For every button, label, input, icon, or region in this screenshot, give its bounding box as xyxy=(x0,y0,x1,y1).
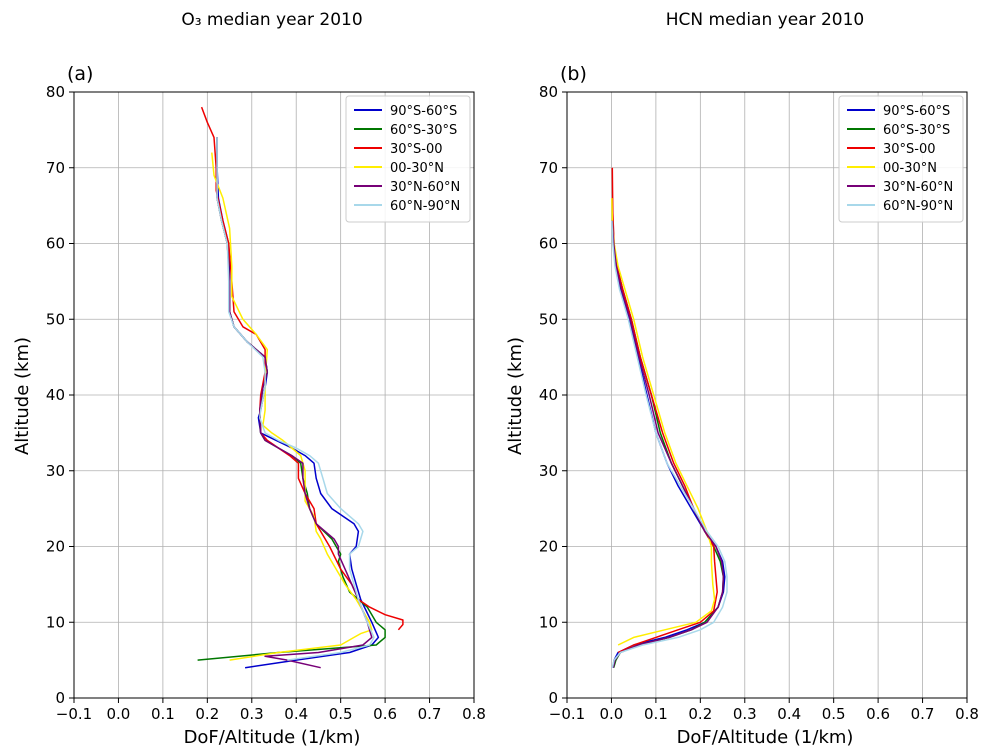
series-line-4 xyxy=(611,198,716,646)
series-line-6 xyxy=(216,137,375,661)
series-lines xyxy=(197,106,404,669)
panel-title: HCN median year 2010 xyxy=(666,10,865,30)
x-tick-label: 0.0 xyxy=(107,705,131,723)
series-line-4 xyxy=(211,152,373,661)
y-axis-label: Altitude (km) xyxy=(505,337,526,455)
x-tick-label: 0.3 xyxy=(240,705,264,723)
y-tick-label: 80 xyxy=(539,83,558,101)
x-tick-label: 0.4 xyxy=(284,705,308,723)
y-tick-label: 0 xyxy=(548,689,558,707)
x-ticks: −0.1 0.0 0.1 0.2 0.3 0.4 0.5 0.6 0.7 0.8 xyxy=(549,698,979,723)
x-tick-label: −0.1 xyxy=(549,705,585,723)
x-tick-label: 0.2 xyxy=(688,705,712,723)
x-tick-label: 0.6 xyxy=(866,705,890,723)
legend-label: 60°S-30°S xyxy=(390,123,457,138)
panel-a-o3-dof: O₃ median year 2010 (a) DoF/Altitude (1/… xyxy=(12,10,486,746)
x-ticks: −0.1 0.0 0.1 0.2 0.3 0.4 0.5 0.6 0.7 0.8 xyxy=(56,698,486,723)
x-axis-label: DoF/Altitude (1/km) xyxy=(677,727,854,746)
y-tick-label: 60 xyxy=(46,235,65,253)
legend-label: 30°N-60°N xyxy=(390,180,460,195)
x-tick-label: 0.8 xyxy=(955,705,979,723)
panel-label: (a) xyxy=(67,63,93,85)
series-line-5 xyxy=(611,220,725,668)
legend-label: 00-30°N xyxy=(390,161,444,176)
x-tick-label: 0.4 xyxy=(777,705,801,723)
x-tick-label: 0.5 xyxy=(822,705,846,723)
y-axis-label: Altitude (km) xyxy=(12,337,33,455)
x-tick-label: 0.2 xyxy=(195,705,219,723)
x-tick-label: 0.3 xyxy=(733,705,757,723)
panel-b-hcn-dof: HCN median year 2010 (b) DoF/Altitude (1… xyxy=(505,10,979,746)
legend-label: 60°S-30°S xyxy=(883,123,950,138)
y-tick-label: 30 xyxy=(46,462,65,480)
y-tick-label: 0 xyxy=(55,689,65,707)
panel-title: O₃ median year 2010 xyxy=(181,10,362,30)
y-tick-label: 50 xyxy=(46,310,65,328)
series-lines xyxy=(611,167,728,668)
x-tick-label: 0.6 xyxy=(373,705,397,723)
x-tick-label: 0.8 xyxy=(462,705,486,723)
y-tick-label: 70 xyxy=(539,159,558,177)
x-axis-label: DoF/Altitude (1/km) xyxy=(184,727,361,746)
legend-label: 60°N-90°N xyxy=(390,199,460,214)
y-tick-label: 10 xyxy=(539,613,558,631)
y-ticks: 0 10 20 30 40 50 60 70 80 xyxy=(46,83,74,707)
legend-label: 00-30°N xyxy=(883,161,937,176)
legend-label: 60°N-90°N xyxy=(883,199,953,214)
x-tick-label: 0.7 xyxy=(911,705,935,723)
y-tick-label: 20 xyxy=(46,538,65,556)
x-tick-label: 0.1 xyxy=(644,705,668,723)
y-tick-label: 70 xyxy=(46,159,65,177)
legend: 90°S-60°S 60°S-30°S 30°S-00 00-30°N 30°N-60°… xyxy=(345,95,471,223)
y-ticks: 0 10 20 30 40 50 60 70 80 xyxy=(539,83,567,707)
x-tick-label: 0.0 xyxy=(600,705,624,723)
legend-label: 30°S-00 xyxy=(390,142,443,157)
legend-box xyxy=(345,95,471,223)
legend-label: 30°N-60°N xyxy=(883,180,953,195)
x-tick-label: 0.7 xyxy=(418,705,442,723)
legend-label: 90°S-60°S xyxy=(883,104,950,119)
x-tick-label: 0.1 xyxy=(151,705,175,723)
panel-label: (b) xyxy=(560,63,587,85)
series-line-3 xyxy=(611,167,718,654)
x-tick-label: 0.5 xyxy=(329,705,353,723)
legend: 90°S-60°S 60°S-30°S 30°S-00 00-30°N 30°N-60°… xyxy=(838,95,964,223)
y-tick-label: 40 xyxy=(46,386,65,404)
series-line-2 xyxy=(611,220,725,668)
y-tick-label: 10 xyxy=(46,613,65,631)
legend-label: 90°S-60°S xyxy=(390,104,457,119)
series-line-6 xyxy=(611,220,728,668)
y-tick-label: 20 xyxy=(539,538,558,556)
x-tick-label: −0.1 xyxy=(56,705,92,723)
y-tick-label: 30 xyxy=(539,462,558,480)
y-tick-label: 60 xyxy=(539,235,558,253)
legend-label: 30°S-00 xyxy=(883,142,936,157)
y-tick-label: 80 xyxy=(46,83,65,101)
y-tick-label: 40 xyxy=(539,386,558,404)
y-tick-label: 50 xyxy=(539,310,558,328)
legend-box xyxy=(838,95,964,223)
